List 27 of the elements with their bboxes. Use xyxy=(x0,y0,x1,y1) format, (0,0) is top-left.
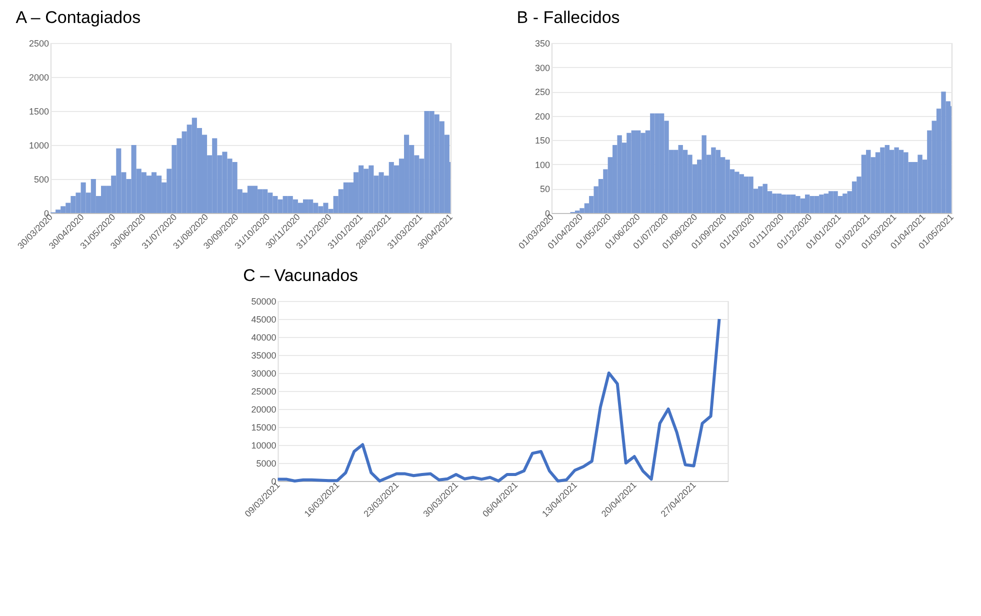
y-tick-label: 250 xyxy=(534,87,550,98)
y-tick-label: 0 xyxy=(271,476,276,486)
line-series xyxy=(276,318,721,482)
y-tick-label: 30000 xyxy=(251,368,276,378)
chart-title: A – Contagiados xyxy=(16,8,141,27)
y-tick-label: 20000 xyxy=(251,404,276,414)
y-tick-label: 1000 xyxy=(28,140,49,150)
y-tick-label: 15000 xyxy=(251,422,276,432)
chart-title: C – Vacunados xyxy=(243,266,358,285)
y-tick-label: 25000 xyxy=(251,386,276,396)
y-tick-label: 350 xyxy=(534,38,550,48)
chart-title: B - Fallecidos xyxy=(516,8,620,27)
y-tick-label: 300 xyxy=(534,62,550,73)
y-tick-label: 1500 xyxy=(28,106,49,116)
y-tick-label: 2500 xyxy=(28,38,49,48)
y-tick-label: 150 xyxy=(534,136,550,146)
y-tick-label: 100 xyxy=(534,160,550,170)
y-tick-label: 500 xyxy=(34,174,49,184)
y-tick-label: 200 xyxy=(534,111,550,122)
y-tick-label: 35000 xyxy=(251,350,276,360)
y-tick-label: 2000 xyxy=(28,72,49,82)
y-tick-label: 10000 xyxy=(251,440,276,450)
y-tick-label: 50000 xyxy=(251,296,276,306)
y-tick-label: 5000 xyxy=(256,458,276,468)
y-tick-label: 45000 xyxy=(251,314,276,324)
y-tick-label: 50 xyxy=(540,184,550,194)
y-tick-label: 40000 xyxy=(251,332,276,342)
